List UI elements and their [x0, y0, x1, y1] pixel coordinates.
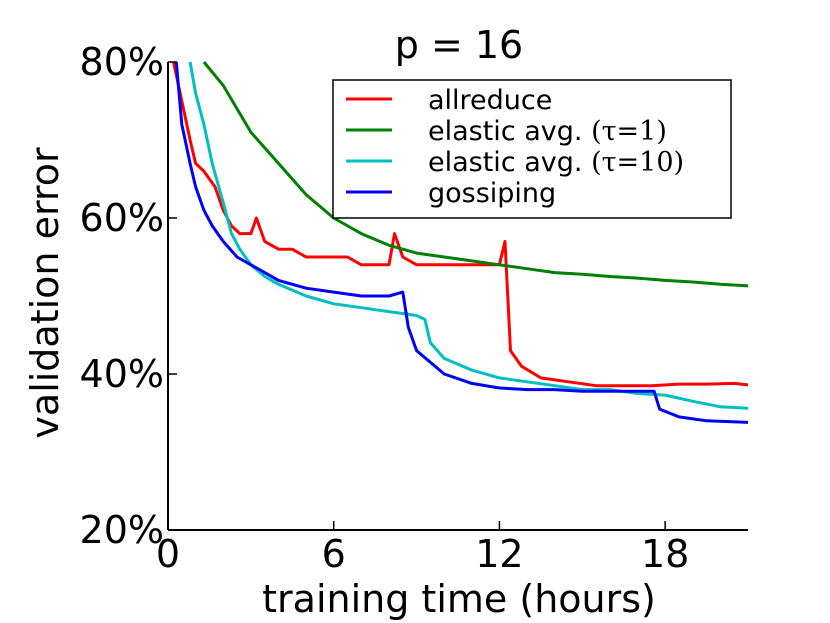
legend-label-text: elastic avg.	[428, 147, 591, 178]
legend-box	[332, 79, 732, 219]
y-ticks: 20% 40% 60% 80%	[80, 40, 177, 552]
x-tick-label: 18	[641, 532, 689, 576]
legend-label-text: gossiping	[428, 178, 556, 209]
legend-label-text: allreduce	[428, 85, 552, 116]
x-axis-label: training time (hours)	[262, 577, 656, 621]
series-layer	[172, 61, 749, 424]
legend-label-gossiping: gossiping	[428, 178, 556, 209]
x-tick-label: 12	[475, 532, 523, 576]
y-tick-label: 60%	[80, 196, 164, 240]
legend-label-tau: (τ=10)	[591, 147, 684, 178]
y-axis-label: validation error	[23, 147, 67, 439]
legend-label-tau: (τ=1)	[591, 116, 667, 147]
series-line-gossiping	[174, 61, 749, 424]
x-ticks: 0 6 12 18	[156, 521, 689, 576]
series-line-elastic-avg-tau-1	[202, 61, 749, 288]
y-tick-label: 80%	[80, 40, 164, 84]
x-tick-label: 6	[322, 532, 346, 576]
legend-label-elastic-avg-tau-1: elastic avg. (τ=1)	[428, 116, 667, 147]
series-line-allreduce	[172, 61, 749, 388]
chart-title: p = 16	[395, 23, 523, 67]
x-tick-label: 0	[156, 532, 180, 576]
y-tick-label: 20%	[80, 508, 164, 552]
y-tick-label: 40%	[80, 352, 164, 396]
legend-label-allreduce: allreduce	[428, 85, 552, 116]
legend-label-elastic-avg-tau-10: elastic avg. (τ=10)	[428, 147, 684, 178]
plot-area: 0 6 12 18 20% 40% 60% 80%	[80, 40, 749, 576]
legend-label-text: elastic avg.	[428, 116, 591, 147]
